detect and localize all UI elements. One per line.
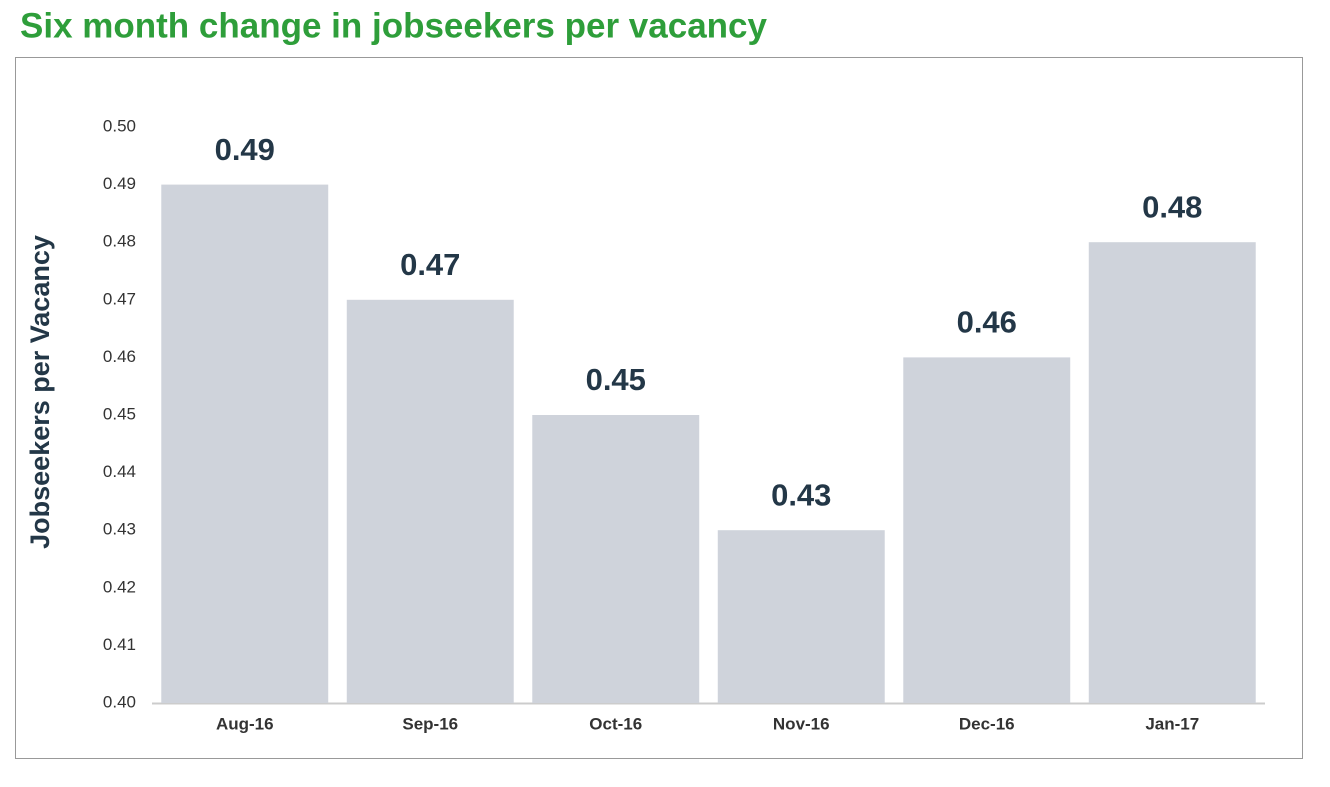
bar (532, 415, 700, 703)
x-tick-label: Nov-16 (773, 714, 830, 733)
x-tick-label: Dec-16 (959, 714, 1015, 733)
y-tick-label: 0.47 (103, 289, 136, 308)
x-tick-label: Jan-17 (1145, 714, 1199, 733)
y-tick-label: 0.49 (103, 174, 136, 193)
y-tick-label: 0.42 (103, 577, 136, 596)
y-tick-label: 0.41 (103, 635, 136, 654)
chart-title: Six month change in jobseekers per vacan… (20, 6, 767, 45)
y-tick-label: 0.44 (103, 462, 136, 481)
value-label: 0.45 (586, 362, 646, 397)
bar (346, 299, 514, 703)
x-tick-label: Aug-16 (216, 714, 274, 733)
value-label: 0.46 (957, 305, 1017, 340)
bar (1088, 242, 1256, 703)
y-tick-label: 0.46 (103, 347, 136, 366)
bar (717, 530, 885, 703)
bar (903, 357, 1071, 703)
value-label: 0.49 (215, 132, 275, 167)
y-tick-label: 0.48 (103, 232, 136, 251)
bar (161, 184, 329, 704)
y-axis-title: Jobseekers per Vacancy (25, 235, 55, 549)
y-tick-label: 0.45 (103, 404, 136, 423)
value-label: 0.48 (1142, 189, 1202, 224)
value-label: 0.47 (400, 247, 460, 282)
y-tick-label: 0.43 (103, 520, 136, 539)
y-tick-label: 0.40 (103, 692, 136, 711)
chart-frame (15, 57, 1303, 759)
x-tick-label: Oct-16 (589, 714, 642, 733)
y-tick-label: 0.50 (103, 116, 136, 135)
x-tick-label: Sep-16 (402, 714, 458, 733)
value-label: 0.43 (771, 477, 831, 512)
